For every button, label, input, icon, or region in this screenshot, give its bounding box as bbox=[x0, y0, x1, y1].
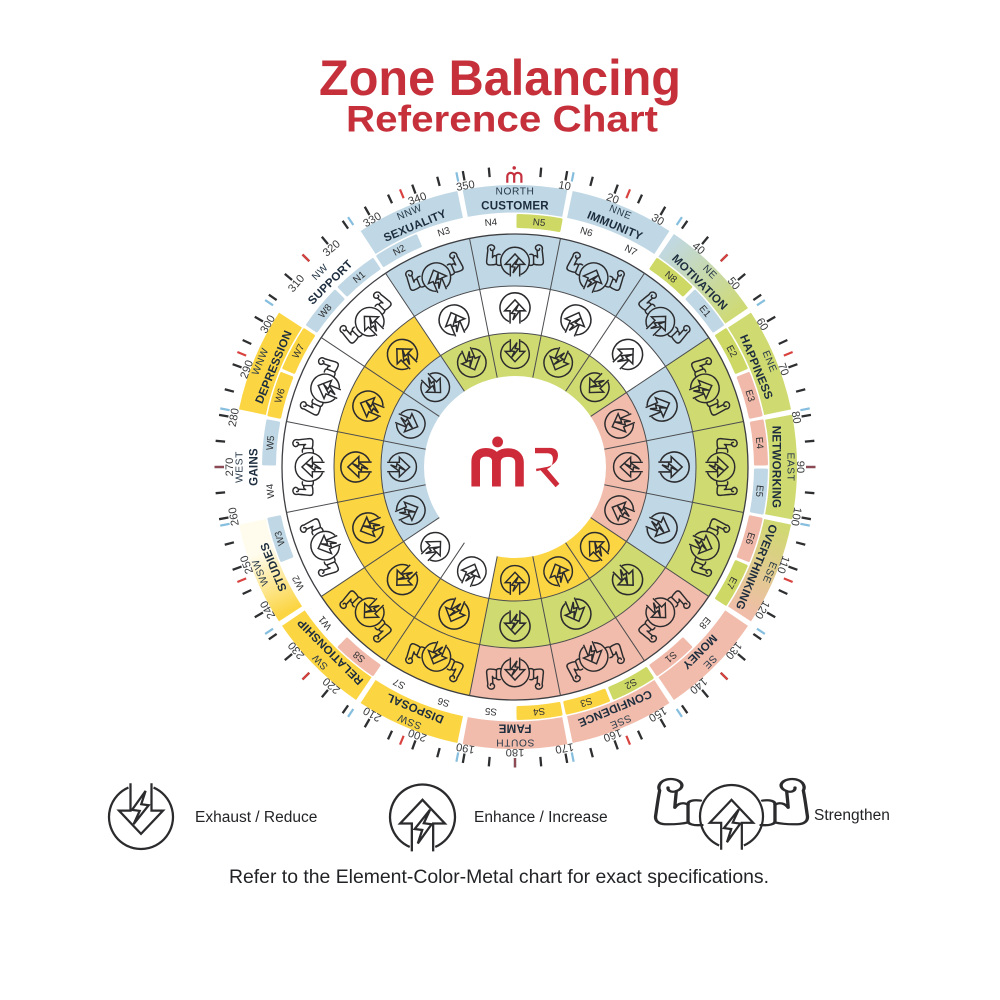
svg-text:GAINS: GAINS bbox=[248, 448, 261, 486]
svg-text:E5: E5 bbox=[753, 485, 765, 499]
svg-text:S4: S4 bbox=[532, 705, 546, 717]
svg-text:170: 170 bbox=[554, 740, 574, 755]
svg-text:30: 30 bbox=[649, 212, 666, 229]
svg-text:190: 190 bbox=[455, 740, 475, 755]
svg-text:270: 270 bbox=[224, 458, 236, 477]
svg-text:N6: N6 bbox=[579, 225, 595, 239]
svg-text:350: 350 bbox=[455, 179, 475, 194]
svg-text:90: 90 bbox=[794, 461, 806, 473]
svg-text:E7: E7 bbox=[723, 575, 738, 591]
svg-text:NORTH: NORTH bbox=[495, 187, 534, 198]
svg-text:E4: E4 bbox=[753, 436, 765, 450]
svg-text:E6: E6 bbox=[742, 531, 756, 546]
svg-text:N4: N4 bbox=[484, 217, 498, 229]
svg-text:W6: W6 bbox=[273, 387, 288, 405]
svg-text:S5: S5 bbox=[484, 705, 498, 717]
svg-text:260: 260 bbox=[227, 506, 242, 526]
svg-text:Enhance / Increase: Enhance / Increase bbox=[474, 809, 608, 826]
svg-text:EAST: EAST bbox=[785, 452, 796, 481]
svg-text:N7: N7 bbox=[622, 243, 638, 259]
svg-text:20: 20 bbox=[605, 191, 621, 207]
svg-text:E3: E3 bbox=[743, 388, 757, 403]
svg-text:S6: S6 bbox=[436, 694, 451, 708]
svg-text:280: 280 bbox=[227, 407, 242, 427]
svg-text:80: 80 bbox=[789, 410, 803, 424]
svg-text:Zone Balancing: Zone Balancing bbox=[319, 49, 681, 106]
svg-text:10: 10 bbox=[557, 179, 571, 193]
svg-text:SOUTH: SOUTH bbox=[496, 737, 535, 748]
svg-text:S7: S7 bbox=[392, 675, 408, 690]
svg-text:S2: S2 bbox=[623, 675, 639, 690]
svg-text:N3: N3 bbox=[436, 225, 452, 239]
svg-text:60: 60 bbox=[754, 316, 771, 333]
svg-text:E2: E2 bbox=[723, 344, 738, 360]
svg-text:CUSTOMER: CUSTOMER bbox=[481, 200, 549, 213]
svg-text:N2: N2 bbox=[391, 243, 407, 259]
svg-text:FAME: FAME bbox=[498, 722, 531, 735]
svg-text:Strengthen: Strengthen bbox=[814, 807, 890, 824]
svg-text:S3: S3 bbox=[578, 695, 593, 709]
svg-text:180: 180 bbox=[506, 746, 525, 758]
svg-text:Exhaust / Reduce: Exhaust / Reduce bbox=[195, 809, 317, 826]
svg-text:NETWORKING: NETWORKING bbox=[770, 426, 783, 509]
svg-text:110: 110 bbox=[774, 554, 791, 575]
svg-text:W5: W5 bbox=[265, 435, 277, 451]
svg-text:Refer to the Element-Color-Met: Refer to the Element-Color-Metal chart f… bbox=[229, 867, 769, 888]
svg-text:N5: N5 bbox=[532, 217, 546, 229]
svg-text:WEST: WEST bbox=[235, 451, 246, 483]
svg-text:70: 70 bbox=[775, 362, 791, 378]
svg-text:W3: W3 bbox=[273, 529, 288, 547]
svg-text:Reference Chart: Reference Chart bbox=[346, 99, 658, 140]
svg-text:100: 100 bbox=[788, 506, 803, 526]
svg-text:W4: W4 bbox=[265, 483, 277, 499]
